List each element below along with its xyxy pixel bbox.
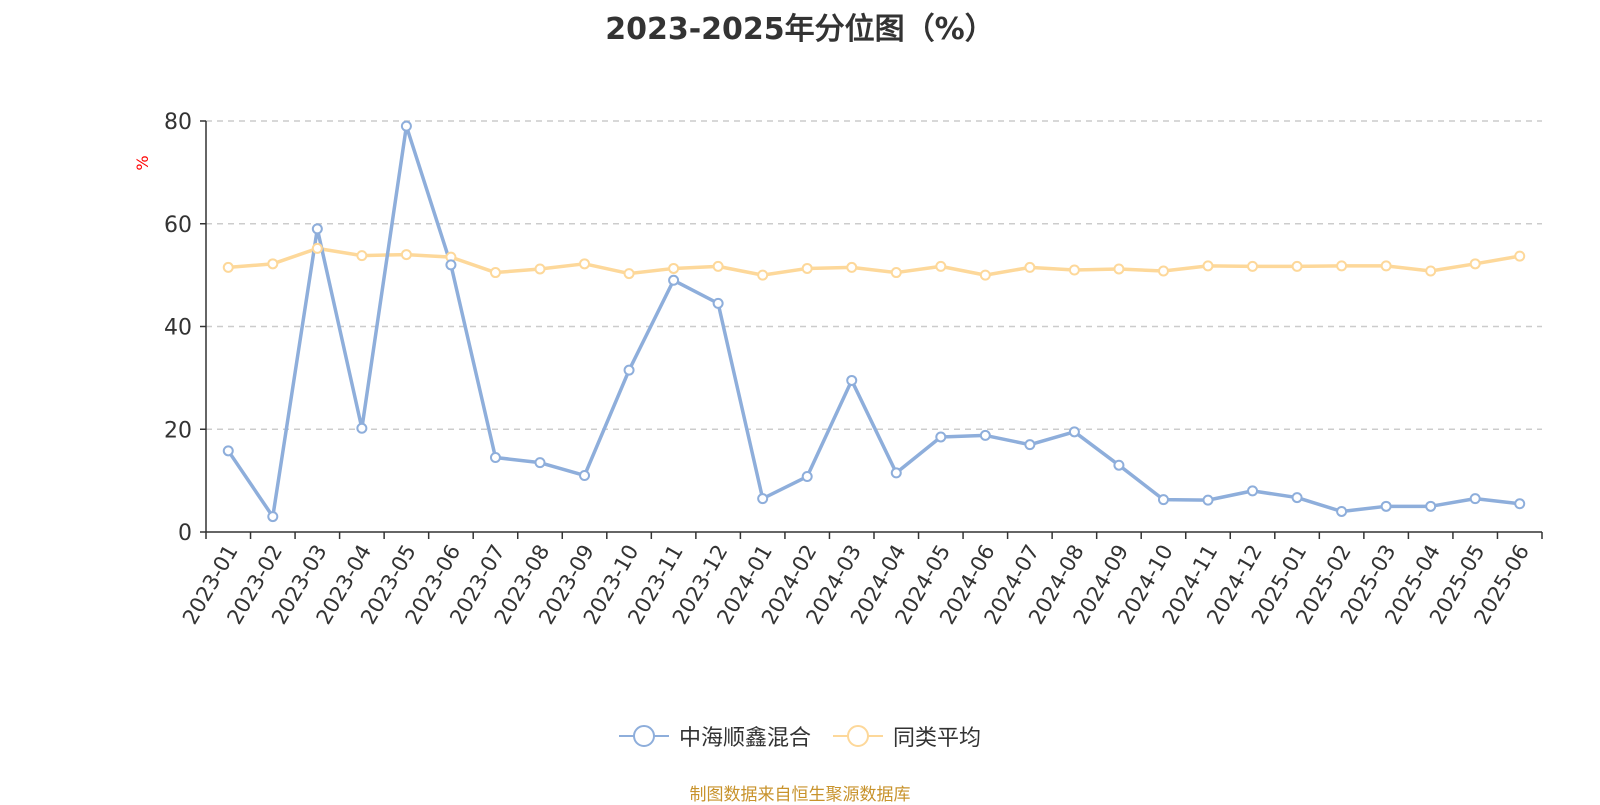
series-1-point[interactable] <box>846 374 858 386</box>
legend: 中海顺鑫混合 同类平均 <box>0 720 1600 752</box>
series-2-point[interactable] <box>222 261 234 273</box>
legend-item-series-1[interactable]: 中海顺鑫混合 <box>618 720 811 752</box>
series-2-point[interactable] <box>1247 260 1259 272</box>
legend-label-series-1: 中海顺鑫混合 <box>678 726 811 751</box>
x-tick-labels: 2023-012023-022023-032023-042023-052023-… <box>178 540 1534 628</box>
series-1-point[interactable] <box>445 259 457 271</box>
series-1-point[interactable] <box>579 469 591 481</box>
series-line-2 <box>228 246 1521 277</box>
series-1-point[interactable] <box>400 120 412 132</box>
series-1-point[interactable] <box>979 429 991 441</box>
series-1-point[interactable] <box>1202 494 1214 506</box>
series-2-point[interactable] <box>1514 250 1526 262</box>
series-2-point[interactable] <box>267 258 279 270</box>
series-2-point[interactable] <box>1425 265 1437 277</box>
series-1-point[interactable] <box>623 364 635 376</box>
series-1-point[interactable] <box>1336 505 1348 517</box>
series-line-1 <box>226 124 1520 519</box>
series-2-point[interactable] <box>757 269 769 281</box>
series-1-point[interactable] <box>801 471 813 483</box>
source-note: 制图数据来自恒生聚源数据库 <box>689 785 911 805</box>
series-1-point[interactable] <box>1247 485 1259 497</box>
series-1-point[interactable] <box>534 457 546 469</box>
y-tick-labels: 0 20 40 60 80 <box>164 110 192 546</box>
series-2-point[interactable] <box>890 267 902 279</box>
series-2-point[interactable] <box>801 262 813 274</box>
legend-swatch-2 <box>833 725 883 747</box>
series-1-point[interactable] <box>1113 459 1125 471</box>
legend-label-series-2: 同类平均 <box>893 726 982 751</box>
series-1-point[interactable] <box>489 452 501 464</box>
series-1-point[interactable] <box>1024 439 1036 451</box>
y-tick-label: 80 <box>164 110 192 135</box>
series-2-point[interactable] <box>1113 263 1125 275</box>
series-2-point[interactable] <box>1291 260 1303 272</box>
series-2-point[interactable] <box>1202 260 1214 272</box>
series-1-point[interactable] <box>222 445 234 457</box>
series-2-point[interactable] <box>356 250 368 262</box>
series-1-point[interactable] <box>311 223 323 235</box>
y-tick-label: 40 <box>164 316 192 341</box>
series-2-point[interactable] <box>1068 264 1080 276</box>
series-2-point[interactable] <box>979 269 991 281</box>
axes <box>200 120 1543 539</box>
series-1-point[interactable] <box>267 511 279 523</box>
y-tick-label: 60 <box>164 213 192 238</box>
series-2-point[interactable] <box>1380 260 1392 272</box>
series-1-point[interactable] <box>1514 498 1526 510</box>
series-2-point[interactable] <box>712 260 724 272</box>
series-points <box>222 120 1526 523</box>
series-1-point[interactable] <box>356 422 368 434</box>
series-2-point[interactable] <box>1157 265 1169 277</box>
series-1-point[interactable] <box>712 297 724 309</box>
y-tick-label: 0 <box>178 521 192 546</box>
series-2-point[interactable] <box>534 263 546 275</box>
y-axis-label: % <box>133 155 152 170</box>
series-2-point[interactable] <box>1024 261 1036 273</box>
series-1-point[interactable] <box>1291 492 1303 504</box>
series-1-point[interactable] <box>890 467 902 479</box>
series-2-point[interactable] <box>668 262 680 274</box>
series-2-point[interactable] <box>489 267 501 279</box>
series-2-point[interactable] <box>846 261 858 273</box>
chart-title: 2023-2025年分位图（%） <box>605 12 995 47</box>
series-2-point[interactable] <box>1469 258 1481 270</box>
series-1-point[interactable] <box>668 274 680 286</box>
legend-swatch-1 <box>618 725 669 747</box>
grid-lines <box>206 120 1542 430</box>
series-1-point[interactable] <box>1157 494 1169 506</box>
y-tick-label: 20 <box>164 418 192 443</box>
series-1-point[interactable] <box>1380 500 1392 512</box>
series-1-point[interactable] <box>1425 500 1437 512</box>
series-1-point[interactable] <box>1068 426 1080 438</box>
series-2-point[interactable] <box>579 258 591 270</box>
series-2-point[interactable] <box>400 249 412 261</box>
series-1-point[interactable] <box>757 493 769 505</box>
series-1-point[interactable] <box>935 431 947 443</box>
series-1-point[interactable] <box>1469 493 1481 505</box>
legend-item-series-2[interactable]: 同类平均 <box>833 720 981 752</box>
series-2-point[interactable] <box>311 242 323 254</box>
series-2-point[interactable] <box>1336 260 1348 272</box>
series-2-point[interactable] <box>935 260 947 272</box>
series-lines <box>226 124 1521 519</box>
series-2-point[interactable] <box>623 268 635 280</box>
